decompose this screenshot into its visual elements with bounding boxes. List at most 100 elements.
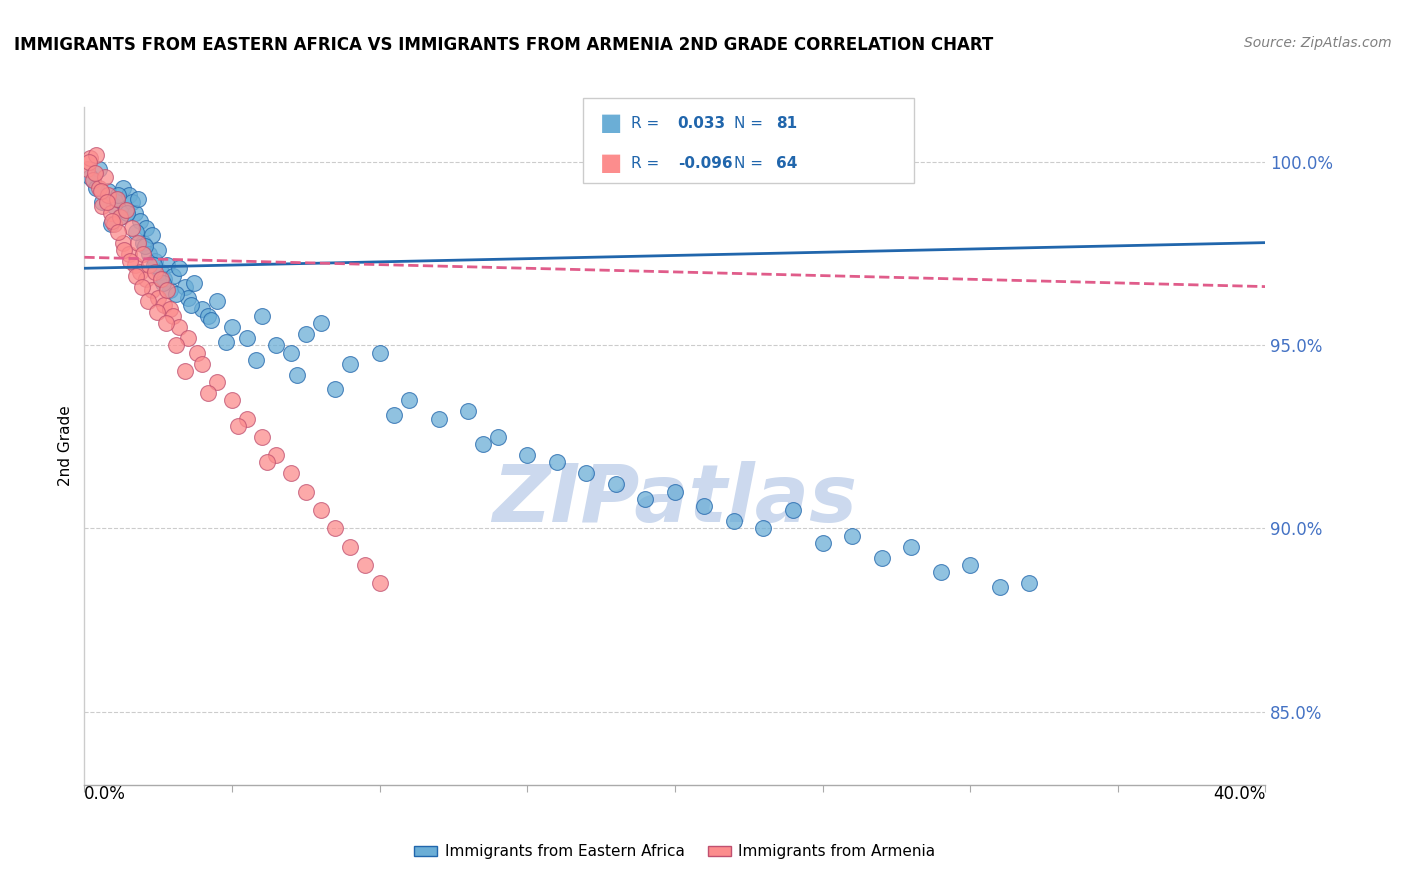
Point <box>929 566 952 580</box>
Point <box>82 173 104 187</box>
Point <box>91 199 114 213</box>
Point <box>236 411 259 425</box>
Point <box>100 217 122 231</box>
Point <box>159 283 181 297</box>
Text: ■: ■ <box>600 152 623 175</box>
Legend: Immigrants from Eastern Africa, Immigrants from Armenia: Immigrants from Eastern Africa, Immigran… <box>408 838 942 865</box>
Point <box>115 206 138 220</box>
Point <box>114 202 136 217</box>
Point <box>121 221 143 235</box>
Text: ZIPatlas: ZIPatlas <box>492 461 858 540</box>
Point <box>173 279 195 293</box>
Point <box>177 291 200 305</box>
Text: N =: N = <box>734 116 763 130</box>
Point <box>167 261 190 276</box>
Point <box>103 199 125 213</box>
Point <box>153 298 176 312</box>
Point <box>124 206 146 220</box>
Point <box>325 382 347 396</box>
Point <box>354 558 377 573</box>
Point <box>97 188 120 202</box>
Point <box>295 327 318 342</box>
Point <box>486 430 509 444</box>
Text: 0.033: 0.033 <box>678 116 725 130</box>
Point <box>91 195 114 210</box>
Point <box>103 217 125 231</box>
Point <box>125 225 148 239</box>
Point <box>153 272 176 286</box>
Point <box>84 147 107 161</box>
Point <box>87 162 111 177</box>
Point <box>811 536 834 550</box>
Point <box>221 319 243 334</box>
Point <box>634 492 657 507</box>
Point <box>398 393 420 408</box>
Point <box>76 162 98 177</box>
Point <box>605 477 627 491</box>
Point <box>159 301 181 316</box>
Point <box>148 243 170 257</box>
Point <box>118 188 141 202</box>
Point <box>111 235 134 250</box>
Point <box>84 180 107 194</box>
Point <box>191 357 214 371</box>
Point <box>150 272 173 286</box>
Point <box>134 239 156 253</box>
Point <box>135 272 157 286</box>
Point <box>215 334 238 349</box>
Point <box>339 540 361 554</box>
Point <box>245 352 267 367</box>
Point <box>150 265 173 279</box>
Point <box>162 309 184 323</box>
Point <box>94 169 117 184</box>
Point <box>141 283 163 297</box>
Point <box>197 309 219 323</box>
Point <box>135 221 157 235</box>
Point <box>200 312 222 326</box>
Point <box>112 243 135 257</box>
Point <box>516 448 538 462</box>
Point <box>457 404 479 418</box>
Point <box>121 195 143 210</box>
Point <box>97 184 120 198</box>
Point <box>114 202 136 217</box>
Point <box>841 529 863 543</box>
Point <box>191 301 214 316</box>
Point <box>107 188 129 202</box>
Point <box>472 437 495 451</box>
Point <box>129 213 152 227</box>
Point <box>226 418 249 433</box>
Point <box>167 319 190 334</box>
Text: 0.0%: 0.0% <box>84 785 127 803</box>
Point <box>988 580 1011 594</box>
Point <box>155 316 177 330</box>
Point <box>87 180 111 194</box>
Text: -0.096: -0.096 <box>678 156 733 170</box>
Point <box>207 375 229 389</box>
Point <box>143 265 166 279</box>
Point <box>173 364 195 378</box>
Point <box>250 309 273 323</box>
Point <box>111 180 134 194</box>
Point <box>339 357 361 371</box>
Point <box>900 540 922 554</box>
Point <box>136 294 159 309</box>
Point <box>132 235 155 250</box>
Point <box>723 514 745 528</box>
Point <box>280 345 302 359</box>
Text: N =: N = <box>734 156 763 170</box>
Point <box>693 500 716 514</box>
Point <box>96 195 118 210</box>
Point <box>384 408 406 422</box>
Point <box>129 265 152 279</box>
Text: 64: 64 <box>776 156 797 170</box>
Point <box>148 291 170 305</box>
Text: ■: ■ <box>600 112 623 135</box>
Point <box>165 338 187 352</box>
Point <box>120 254 142 268</box>
Point <box>105 192 128 206</box>
Point <box>236 331 259 345</box>
Point <box>138 246 160 260</box>
Point <box>177 331 200 345</box>
Point <box>183 276 205 290</box>
